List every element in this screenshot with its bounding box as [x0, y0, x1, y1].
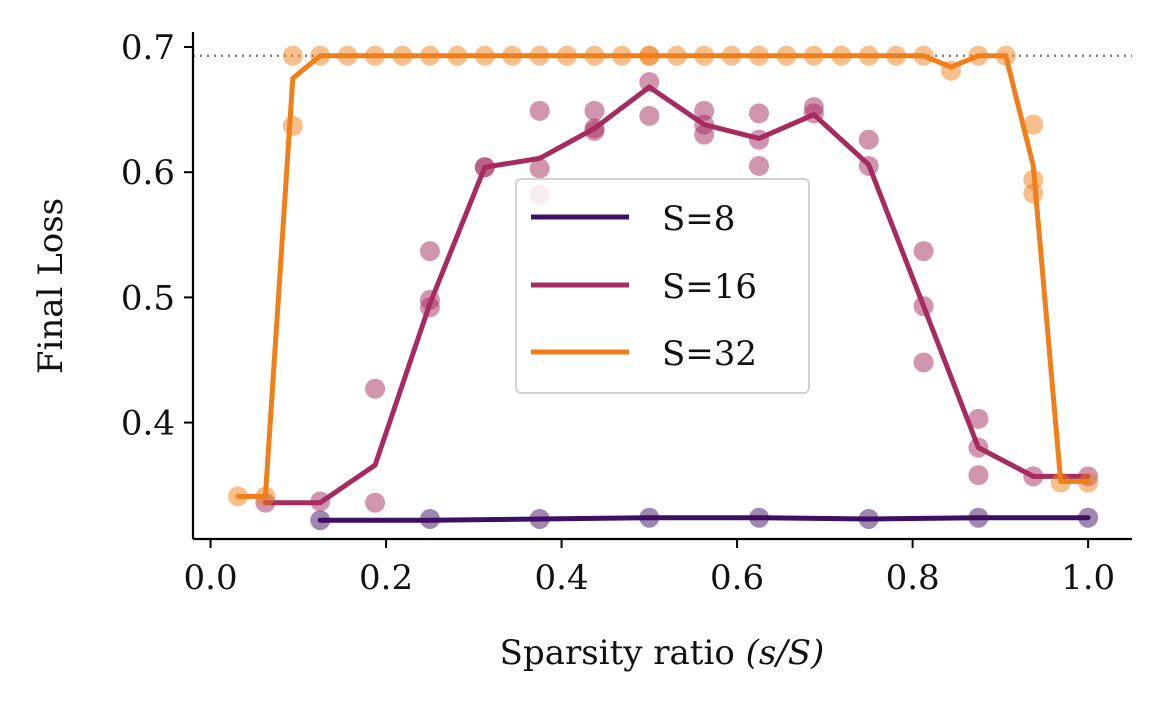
data-point-s16	[968, 408, 989, 429]
y-axis-title: Final Loss	[31, 198, 71, 374]
x-tick-label: 0.0	[184, 558, 238, 598]
series-s16	[255, 72, 1099, 513]
series-line-s8	[317, 515, 1091, 523]
legend-label-s16: S=16	[662, 267, 757, 307]
x-axis-title-text: Sparsity ratio	[500, 633, 746, 673]
series-line-s32	[235, 53, 1091, 499]
data-point-s16	[749, 103, 770, 124]
series-s32	[227, 45, 1099, 507]
x-tick-label: 1.0	[1061, 558, 1115, 598]
data-point-s16	[365, 492, 386, 513]
data-point-s16	[968, 465, 989, 486]
legend-label-s32: S=32	[662, 334, 757, 374]
legend-frame	[515, 178, 810, 394]
x-axis-title: Sparsity ratio (s/S)	[500, 633, 825, 673]
y-tick-label: 0.5	[121, 278, 175, 318]
x-axis-title-math: (s/S)	[746, 633, 825, 673]
y-tick-label: 0.6	[121, 153, 175, 193]
data-point-s16	[584, 100, 605, 121]
data-point-s16	[858, 129, 879, 150]
data-point-s32	[1023, 114, 1044, 135]
axes-layer	[191, 32, 1132, 541]
data-point-s16	[365, 378, 386, 399]
legend: S=8 S=16 S=32	[515, 178, 810, 394]
data-point-s16	[419, 241, 440, 262]
data-point-s16	[749, 155, 770, 176]
x-tick-label: 0.6	[710, 558, 764, 598]
x-tick-label: 0.8	[886, 558, 940, 598]
series-layer	[227, 45, 1099, 531]
data-point-s32	[282, 115, 303, 136]
data-point-s32	[282, 45, 303, 66]
data-point-s16	[639, 105, 660, 126]
y-tick-label: 0.4	[121, 404, 175, 444]
legend-label-s8: S=8	[662, 199, 735, 239]
data-point-s16	[529, 158, 550, 179]
x-tick-label: 0.2	[359, 558, 413, 598]
data-point-s16	[694, 124, 715, 145]
y-tick-label: 0.7	[121, 28, 175, 68]
ticks-layer: 0.0 0.2 0.4 0.6 0.8 1.0 0.4 0.5 0.6 0.7	[121, 28, 1115, 598]
series-s8	[310, 507, 1099, 531]
data-point-s16	[529, 100, 550, 121]
data-point-s16	[913, 352, 934, 373]
data-point-s16	[694, 100, 715, 121]
data-point-s16	[913, 241, 934, 262]
data-point-s16	[639, 72, 660, 93]
series-line-s16	[262, 84, 1091, 506]
x-tick-label: 0.4	[535, 558, 589, 598]
